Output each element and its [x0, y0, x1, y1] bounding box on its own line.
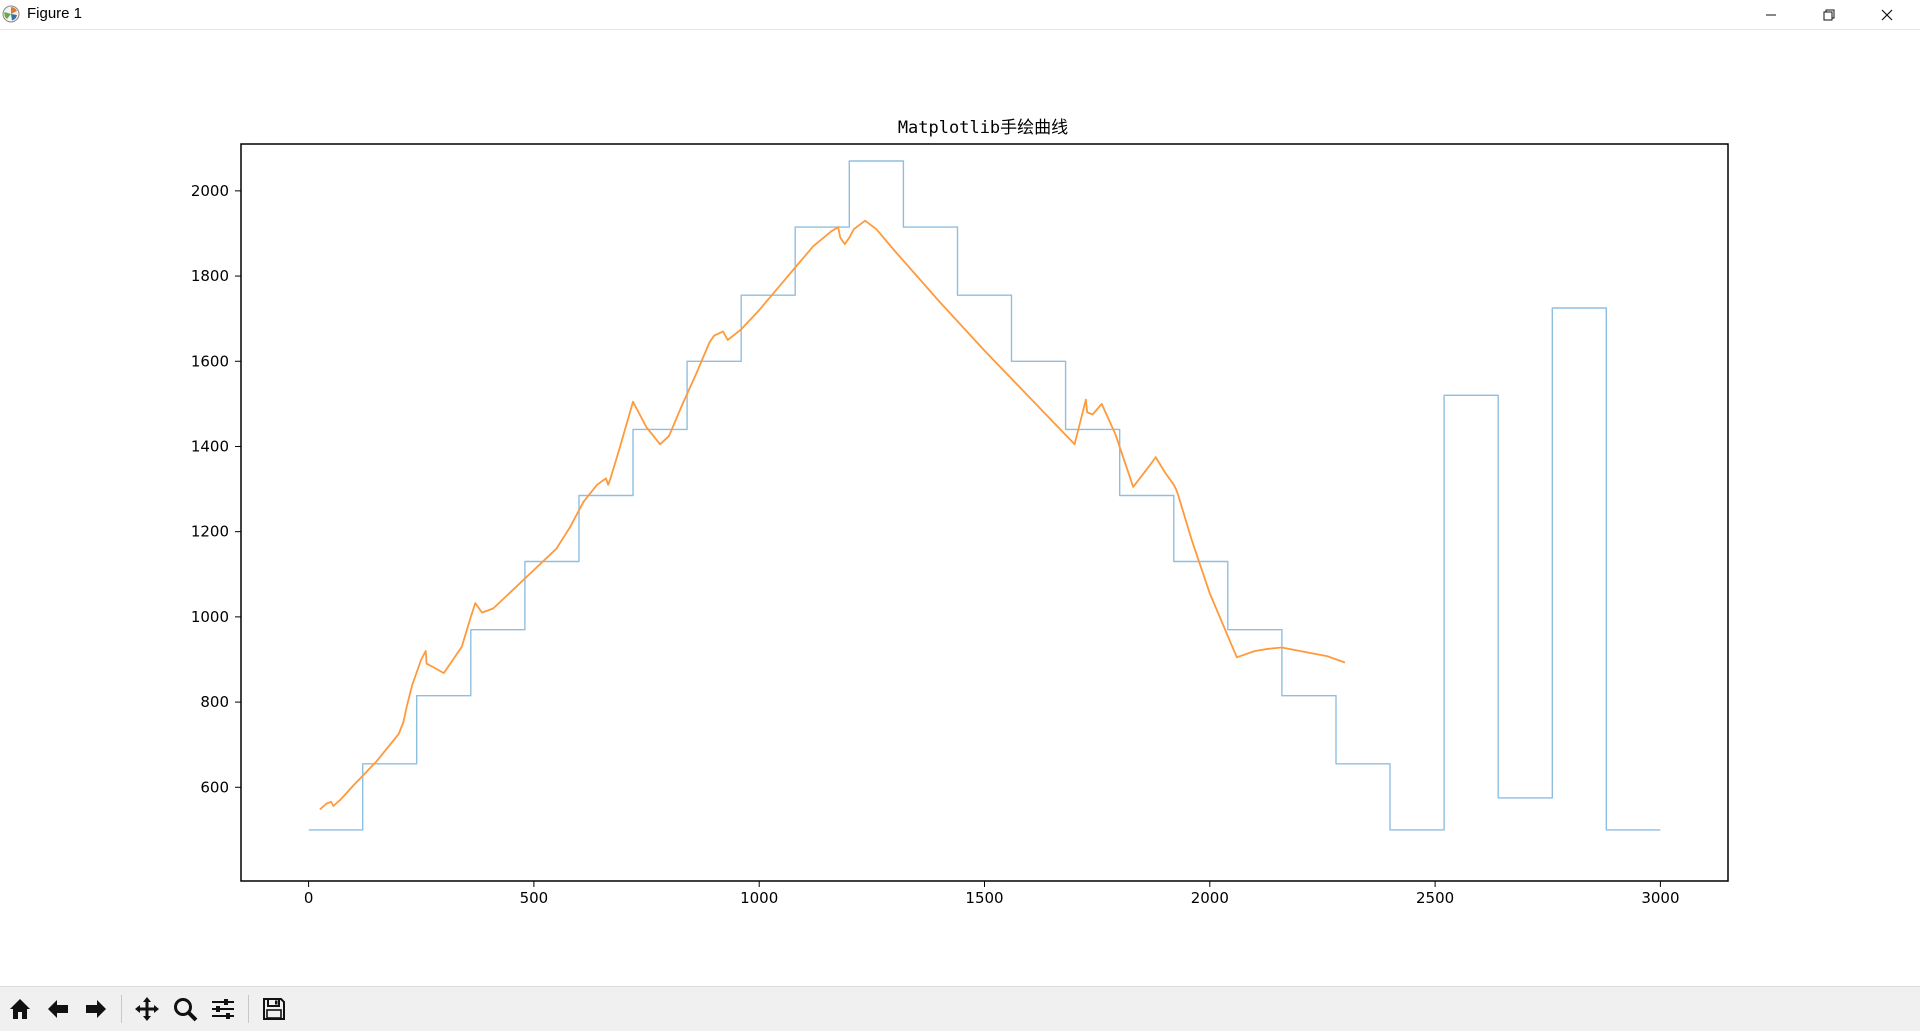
figure-canvas: Matplotlib手绘曲线 0 500 1000 1500 2000 2500 3000 6…	[0, 30, 1920, 986]
zoom-icon	[174, 998, 198, 1022]
chart: Matplotlib手绘曲线 0 500 1000 1500 2000 2500 3000 6…	[191, 118, 1729, 907]
restore-icon	[1823, 9, 1835, 20]
window-title: Figure 1	[27, 5, 83, 22]
x-tick-label: 1000	[740, 889, 778, 907]
configure-subplots-icon	[212, 999, 234, 1019]
save-button[interactable]	[257, 992, 291, 1026]
x-tick-label: 1500	[965, 889, 1003, 907]
pan-button[interactable]	[130, 992, 164, 1026]
axes-frame	[240, 143, 1729, 882]
back-button[interactable]	[41, 992, 75, 1026]
y-tick-label: 2000	[191, 182, 229, 200]
x-tick-label: 3000	[1641, 889, 1679, 907]
close-button[interactable]	[1858, 0, 1916, 29]
x-tick-label: 2000	[1191, 889, 1229, 907]
matplotlib-app-icon	[2, 5, 20, 23]
x-tick-label: 500	[520, 889, 549, 907]
y-tick-label: 600	[200, 778, 229, 796]
y-tick-label: 1600	[191, 352, 229, 370]
configure-subplots-button[interactable]	[206, 992, 240, 1026]
navigation-toolbar	[0, 986, 1920, 1031]
toolbar-separator	[121, 995, 122, 1023]
y-tick-label: 1000	[191, 608, 229, 626]
save-icon	[263, 998, 285, 1020]
home-icon	[10, 999, 30, 1019]
pan-icon	[135, 997, 159, 1021]
y-tick-label: 1200	[191, 523, 229, 541]
toolbar-separator	[248, 995, 249, 1023]
home-button[interactable]	[3, 992, 37, 1026]
y-tick-label: 800	[200, 693, 229, 711]
minimize-button[interactable]	[1742, 0, 1800, 29]
restore-button[interactable]	[1800, 0, 1858, 29]
minimize-icon	[1766, 14, 1776, 15]
zoom-button[interactable]	[168, 992, 202, 1026]
x-tick-label: 2500	[1416, 889, 1454, 907]
y-tick-label: 1800	[191, 267, 229, 285]
y-tick-label: 1400	[191, 437, 229, 455]
close-icon	[1881, 9, 1893, 20]
series-line-1	[319, 219, 1346, 811]
chart-title: Matplotlib手绘曲线	[898, 118, 1068, 138]
series-line-0	[308, 160, 1661, 831]
forward-icon	[86, 1000, 106, 1018]
x-tick-label: 0	[304, 889, 314, 907]
window-titlebar: Figure 1	[0, 0, 1920, 30]
forward-button[interactable]	[79, 992, 113, 1026]
back-icon	[48, 1000, 68, 1018]
